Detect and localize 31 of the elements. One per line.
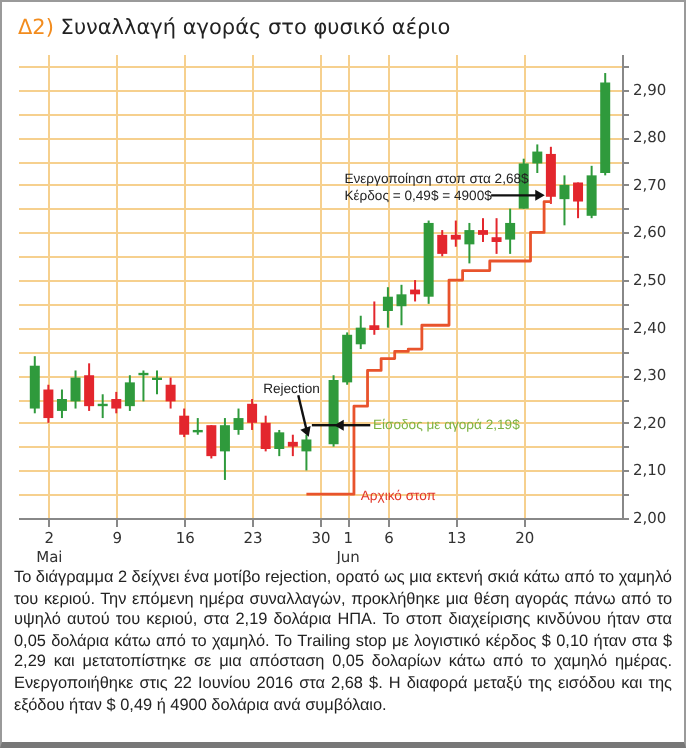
candlestick [586, 164, 597, 220]
candlestick [464, 221, 475, 265]
candlestick [287, 433, 298, 458]
candlestick [43, 383, 54, 424]
text: Το διάγραμμα 2 δείχνει ένα μοτίβο rejection, ορατό ως μια εκτενή σκιά κάτω από το χαμηλό του κεριού. Την επόμενη ημέρα συναλλαγών, προκλήθηκε μια θέση αγοράς πάνω από το υψηλό αυτού του κεριού, στα 2,19 δολάρια ΗΠΑ. Το στοπ διαχείρισης κινδύνου ήταν στα 0,05 δολάρια κάτω από το χαμηλό. Το Trailing stop με λογιστικό κέρδος $ 0,10 ήταν στα $ 2,29 και μετατοπίστηκε σε μια απόσταση 0,05 δολαρίων κάτω από το χαμηλό ημέρας. Ενεργοποιήθηκε στις 22 Ιουνίου 2016 στα 2,68 $. Η διαφορά μεταξύ της εισόδου και της εξόδου ήταν $ 0,49 ή 4900 δολάρια ανά συμβόλαιο. [12, 566, 674, 717]
candlestick [437, 229, 448, 258]
candlestick [124, 374, 135, 412]
candlestick [56, 388, 67, 420]
candlestick [559, 174, 570, 227]
candlestick [532, 143, 543, 174]
candlestick [450, 219, 461, 248]
candlestick [179, 407, 190, 439]
candlestick [274, 428, 285, 458]
candlestick [545, 145, 556, 205]
candlestick [233, 407, 244, 436]
candlestick [247, 398, 258, 431]
candlestick [355, 314, 366, 351]
candlestick [491, 217, 502, 255]
candlestick [111, 390, 122, 415]
candlestick [165, 376, 176, 410]
candlestick [29, 355, 40, 415]
chart-title: Δ2) Συναλλαγή αγοράς στο φυσικό αέριο [16, 14, 453, 44]
candlestick [84, 362, 95, 412]
candlestick [260, 414, 271, 453]
candlestick [477, 217, 488, 243]
candlestick [219, 417, 230, 481]
candlestick [206, 424, 217, 460]
candlestick [70, 369, 81, 410]
candlestick [573, 181, 584, 220]
candlestick [505, 207, 516, 255]
candlestick [369, 300, 380, 336]
